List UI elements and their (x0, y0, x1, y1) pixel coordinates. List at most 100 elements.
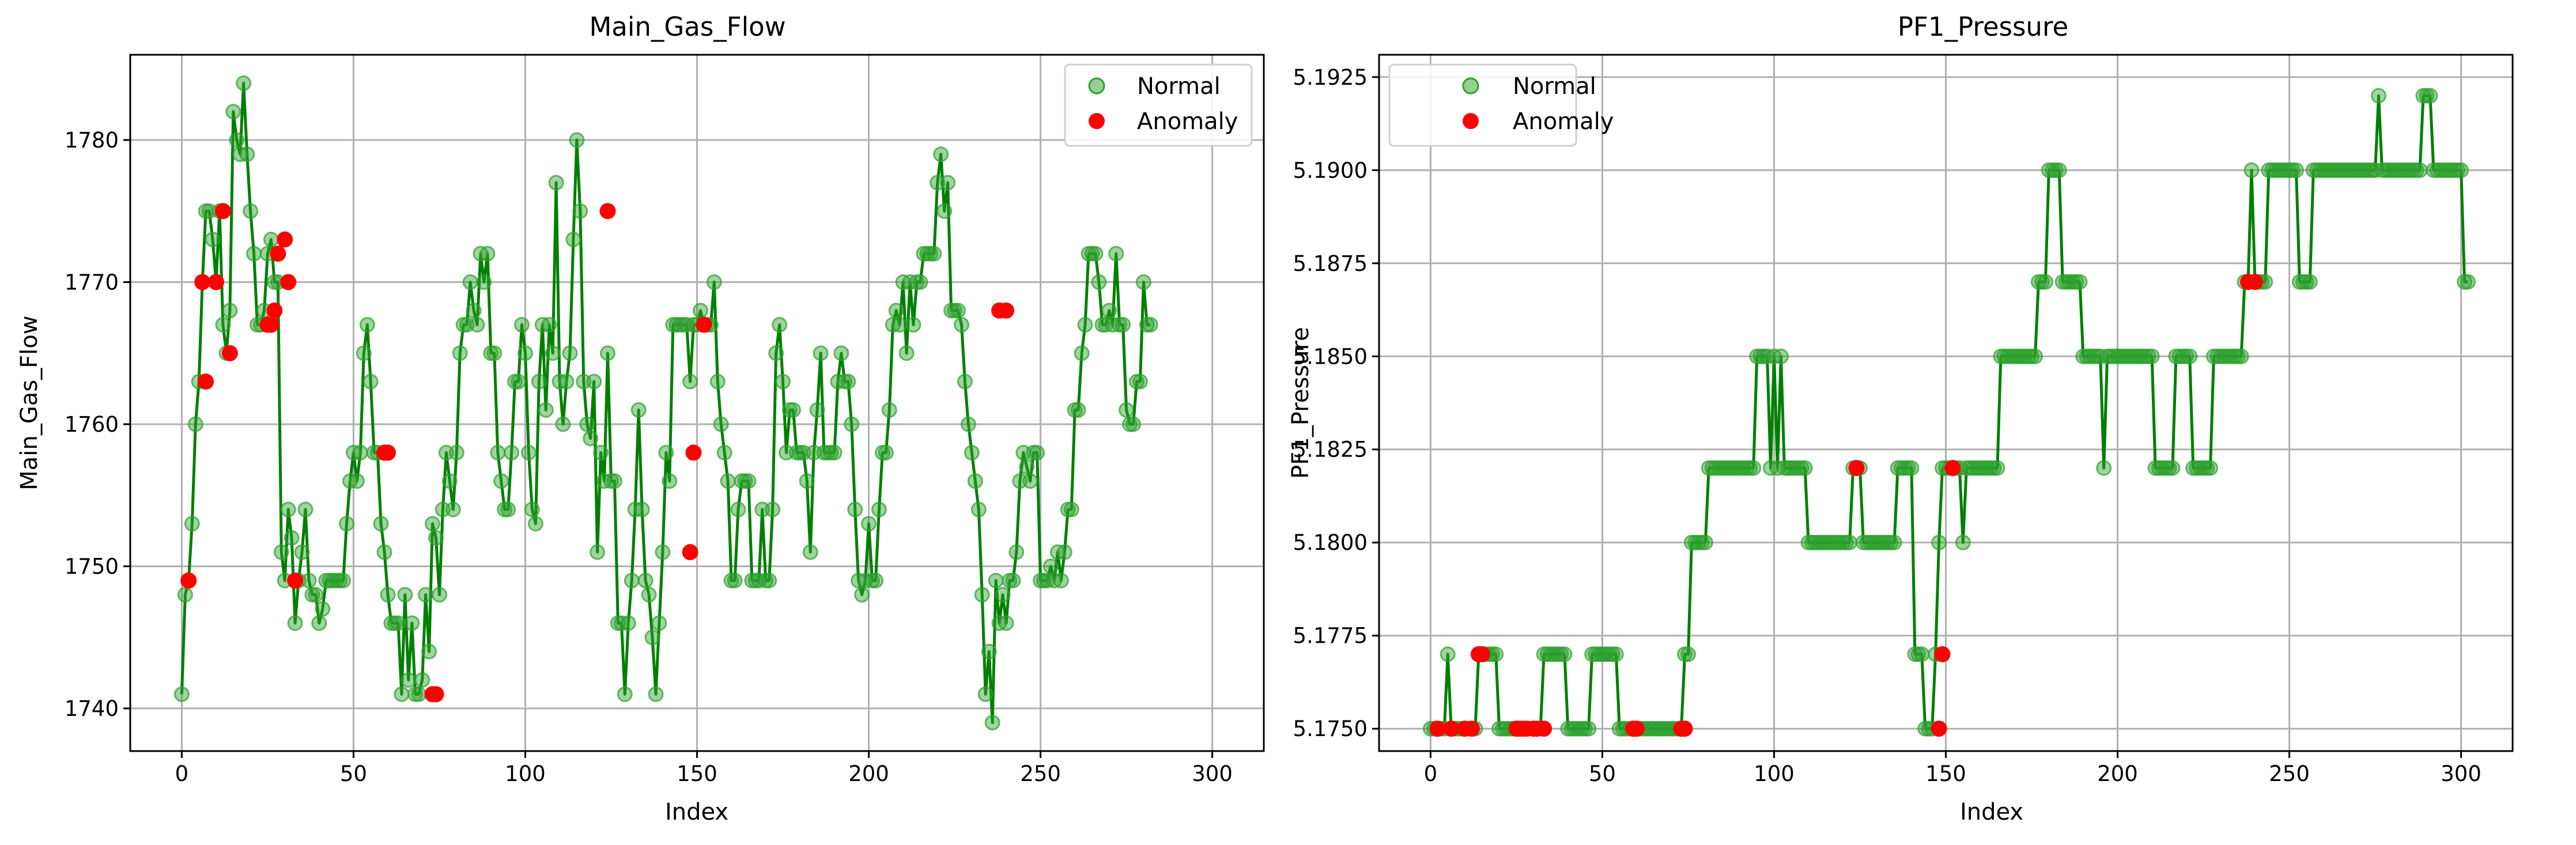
normal-point (741, 473, 757, 489)
legend-normal-marker (1462, 77, 1479, 95)
normal-point (878, 444, 894, 461)
normal-point (541, 316, 557, 333)
legend-anomaly-marker (1089, 113, 1105, 129)
anomaly-point (1944, 460, 1961, 476)
normal-point (871, 501, 887, 518)
normal-point (765, 501, 781, 518)
legend-anomaly-label: Anomaly (1513, 108, 1614, 135)
legend: Normal Anomaly (1064, 63, 1253, 147)
normal-point (1440, 646, 1456, 662)
normal-point (905, 316, 921, 333)
normal-point (2460, 274, 2476, 290)
normal-point (1063, 501, 1079, 518)
x-axis-ticks: 0 50 100 150 200 250 300 (1424, 751, 2481, 786)
normal-point (960, 416, 976, 432)
anomaly-point (696, 316, 712, 333)
normal-point (579, 416, 595, 432)
normal-point (428, 530, 444, 546)
normal-point (1142, 316, 1158, 333)
y-axis-label: PF1_Pressure (1287, 327, 1314, 478)
normal-point (187, 416, 203, 432)
normal-point (2182, 348, 2198, 364)
y-axis-ticks: 1740 1750 1760 1770 1780 (65, 128, 130, 721)
normal-point (933, 146, 949, 163)
normal-point (315, 601, 331, 617)
normal-point (950, 303, 966, 319)
x-tick-label: 300 (2441, 761, 2481, 786)
normal-point (548, 175, 564, 191)
x-tick-label: 0 (175, 761, 189, 786)
normal-point (2037, 274, 2053, 290)
normal-point (967, 473, 983, 489)
normal-point (648, 686, 664, 702)
normal-point (730, 501, 746, 518)
normal-point (637, 572, 654, 589)
normal-point (799, 473, 815, 489)
normal-point (1989, 460, 2005, 476)
normal-point (538, 402, 554, 418)
legend: Normal Anomaly (1388, 63, 1614, 147)
normal-point (1043, 559, 1059, 574)
y-axis-label: Main_Gas_Flow (16, 315, 43, 490)
normal-point (173, 686, 190, 702)
normal-point (1022, 473, 1038, 489)
normal-point (1680, 646, 1696, 662)
anomaly-point (198, 374, 214, 390)
normal-point (376, 544, 392, 560)
normal-point (772, 316, 788, 333)
normal-point (977, 686, 994, 702)
normal-point (335, 572, 352, 589)
normal-point (397, 587, 413, 603)
normal-point (2096, 460, 2112, 476)
normal-point (263, 232, 279, 247)
normal-point (940, 175, 956, 191)
normal-point (359, 316, 375, 333)
normal-point (349, 473, 365, 489)
normal-point (662, 473, 678, 489)
grid (130, 55, 1264, 751)
normal-point (418, 587, 434, 603)
normal-point (500, 501, 516, 518)
normal-point (1557, 646, 1573, 662)
normal-point (716, 444, 732, 461)
normal-point (888, 303, 904, 319)
normal-point (1077, 316, 1093, 333)
normal-point (555, 416, 571, 432)
normal-point (727, 572, 743, 589)
normal-point (998, 615, 1014, 631)
anomaly-point (277, 231, 293, 248)
normal-point (854, 587, 870, 603)
y-tick-label: 5.1850 (1293, 344, 1368, 369)
normal-point (184, 516, 200, 532)
normal-point (490, 444, 506, 461)
normal-point (421, 643, 437, 659)
anomaly-point (270, 246, 286, 262)
x-tick-label: 100 (1754, 761, 1795, 786)
normal-point (693, 303, 708, 319)
normal-point (785, 402, 801, 418)
anomaly-points (1429, 274, 2263, 737)
anomaly-point (599, 203, 616, 220)
normal-point (970, 501, 987, 518)
normal-point (1842, 534, 1858, 550)
normal-point (1581, 720, 1597, 737)
normal-point (954, 316, 969, 333)
normal-point (414, 672, 430, 688)
normal-point (225, 104, 241, 120)
x-tick-label: 150 (1925, 761, 1966, 786)
normal-point (2165, 460, 2181, 476)
normal-point (1053, 572, 1069, 589)
normal-point (713, 416, 729, 432)
normal-point (1697, 534, 1713, 550)
normal-point (1608, 646, 1624, 662)
normal-point (813, 345, 829, 361)
x-tick-label: 50 (340, 761, 367, 786)
normal-point (1070, 402, 1086, 418)
normal-point (527, 516, 543, 532)
normal-point (583, 431, 599, 447)
anomaly-point (380, 444, 396, 461)
normal-point (356, 345, 372, 361)
x-axis-ticks: 0 50 100 150 200 250 300 (175, 751, 1233, 786)
normal-point (586, 374, 602, 390)
y-tick-label: 5.1750 (1293, 716, 1368, 741)
